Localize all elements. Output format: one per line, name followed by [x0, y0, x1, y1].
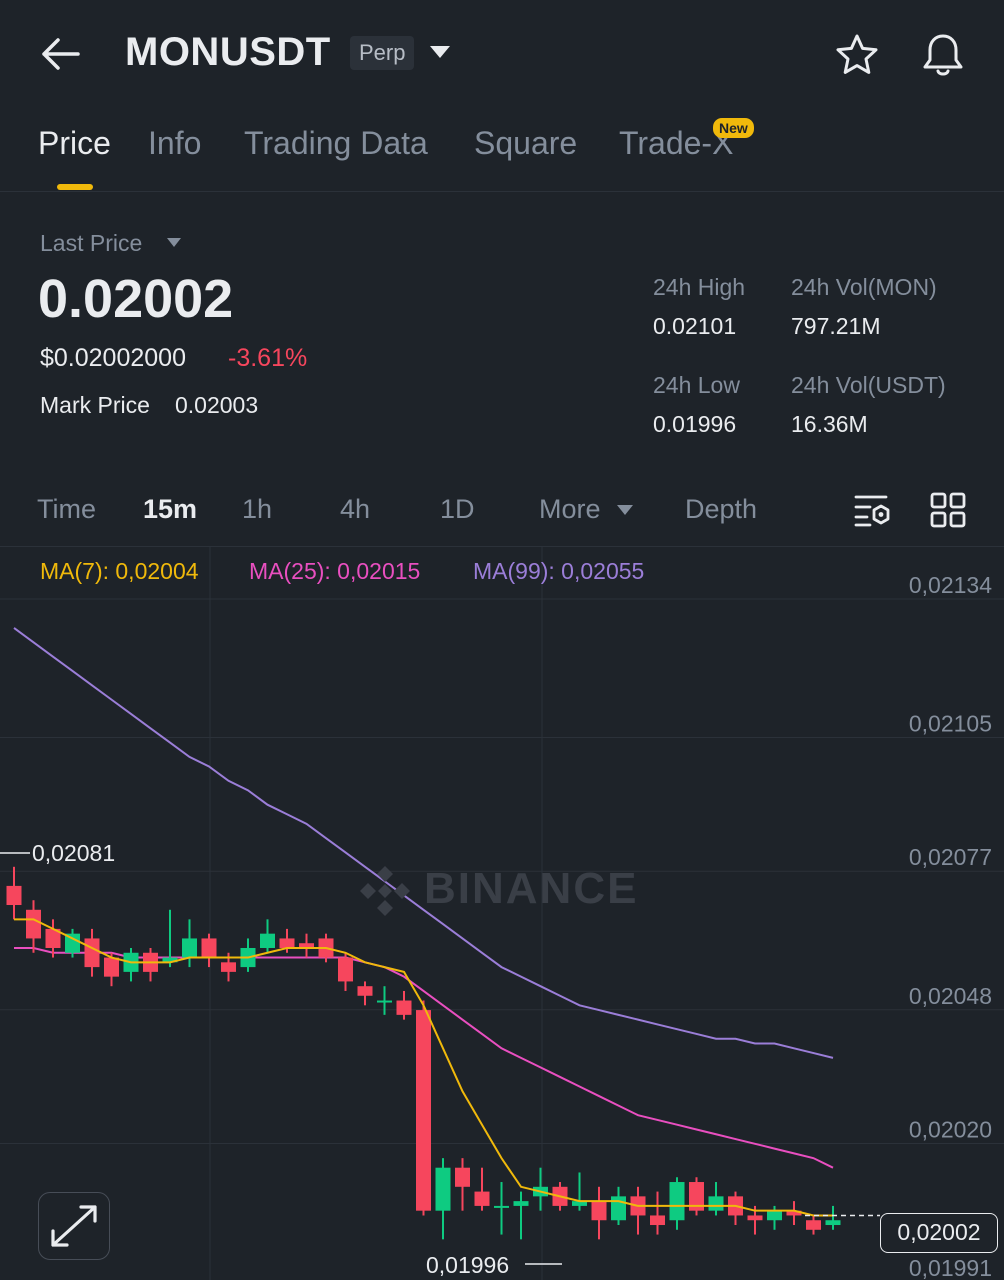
candle-body [45, 928, 61, 948]
candle-body [357, 986, 373, 996]
candle-body [513, 1201, 529, 1206]
price-axis-label: 0,02105 [909, 711, 992, 737]
candle-body [221, 962, 236, 972]
interval-15m[interactable]: 15m [143, 494, 198, 524]
candle-body [279, 938, 295, 948]
symbol-title[interactable]: MONUSDT [125, 30, 331, 74]
back-arrow-icon[interactable] [38, 34, 82, 74]
indicator-settings-icon[interactable] [853, 492, 893, 528]
candle-body [591, 1201, 607, 1221]
price-axis-label: 0,01991 [909, 1255, 992, 1280]
fullscreen-button[interactable] [38, 1192, 110, 1260]
grid-layout-icon[interactable] [930, 492, 966, 528]
candle-body [26, 909, 41, 939]
candle-body [611, 1196, 626, 1221]
mark-price-value: 0.02003 [175, 392, 259, 418]
chevron-down-icon[interactable] [428, 44, 452, 60]
candle-body [260, 933, 275, 948]
high-24h-label: 24h High [653, 274, 746, 300]
tab-square[interactable]: Square [474, 125, 578, 161]
candle-body [6, 885, 22, 906]
favorite-star-icon[interactable] [834, 32, 880, 78]
low-24h-value: 0.01996 [653, 411, 737, 437]
interval-time[interactable]: Time [37, 494, 96, 524]
candle-body [689, 1182, 704, 1211]
expand-icon [51, 1205, 97, 1247]
price-axis-label: 0,02134 [909, 572, 992, 598]
notification-bell-icon[interactable] [918, 30, 968, 80]
candle-body [416, 1010, 431, 1211]
current-price-tag: 0,02002 [880, 1213, 998, 1253]
low-price-marker: 0,01996 [426, 1252, 510, 1278]
interval-more[interactable]: More [539, 494, 601, 524]
candle-body [299, 943, 314, 948]
tab-info[interactable]: Info [148, 125, 202, 161]
candle-body [65, 933, 80, 953]
candle-body [708, 1196, 724, 1211]
interval-1d[interactable]: 1D [440, 494, 475, 524]
candle-body [84, 938, 100, 968]
tab-trading-data[interactable]: Trading Data [244, 125, 428, 161]
candle-body [338, 957, 353, 982]
candle-body [104, 957, 119, 977]
candle-body [455, 1167, 470, 1187]
candle-body [650, 1215, 665, 1226]
ma25-legend: MA(25): 0,02015 [249, 558, 421, 584]
binance-logo-icon [360, 866, 410, 916]
high-price-marker: 0,02081 [32, 840, 116, 866]
chevron-down-icon[interactable] [166, 237, 182, 248]
last-price-value: 0.02002 [38, 269, 234, 329]
price-change-percent: -3.61% [228, 344, 308, 372]
high-24h-value: 0.02101 [653, 313, 737, 339]
candle-body [435, 1167, 451, 1211]
candle-body [669, 1182, 685, 1221]
vol-quote-24h-label: 24h Vol(USDT) [791, 372, 946, 398]
vol-quote-24h-value: 16.36M [791, 411, 868, 437]
candle-body [162, 957, 178, 963]
ma99-legend: MA(99): 0,02055 [473, 558, 645, 584]
candle-body [825, 1220, 841, 1226]
mark-price-label: Mark Price [40, 392, 150, 418]
chevron-down-icon[interactable] [616, 504, 634, 516]
divider [0, 546, 1004, 547]
candle-body [396, 1000, 412, 1015]
candle-body [572, 1201, 587, 1206]
active-tab-indicator [57, 184, 93, 190]
last-price-label[interactable]: Last Price [40, 230, 143, 256]
interval-4h[interactable]: 4h [340, 494, 371, 524]
new-badge: New [713, 118, 754, 138]
price-axis-label: 0,02020 [909, 1116, 992, 1142]
candle-body [377, 1000, 392, 1003]
candle-body [747, 1215, 763, 1221]
candle-body [806, 1220, 821, 1230]
vol-base-24h-value: 797.21M [791, 313, 881, 339]
ma99-line [13, 627, 834, 1059]
ma7-legend: MA(7): 0,02004 [40, 558, 199, 584]
candle-body [494, 1205, 509, 1208]
candlestick-chart[interactable]: 0,02134 0,02105 0,02077 0,02048 0,02020 0,019… [0, 547, 1004, 1280]
watermark-text: BINANCE [424, 864, 639, 913]
interval-1h[interactable]: 1h [242, 494, 273, 524]
ma7-line [14, 918, 833, 1217]
price-axis-label: 0,02048 [909, 983, 992, 1009]
interval-depth[interactable]: Depth [685, 494, 758, 524]
candle-body [474, 1191, 490, 1206]
contract-type-badge: Perp [350, 36, 415, 70]
candle-body [182, 938, 197, 958]
candle-body [201, 938, 217, 958]
divider [0, 191, 1004, 192]
price-axis-label: 0,02077 [909, 844, 992, 870]
low-24h-label: 24h Low [653, 372, 740, 398]
usd-price-value: $0.02002000 [40, 344, 186, 372]
candle-body [767, 1210, 782, 1221]
candle-body [786, 1210, 802, 1216]
tab-price[interactable]: Price [38, 125, 111, 161]
vol-base-24h-label: 24h Vol(MON) [791, 274, 937, 300]
